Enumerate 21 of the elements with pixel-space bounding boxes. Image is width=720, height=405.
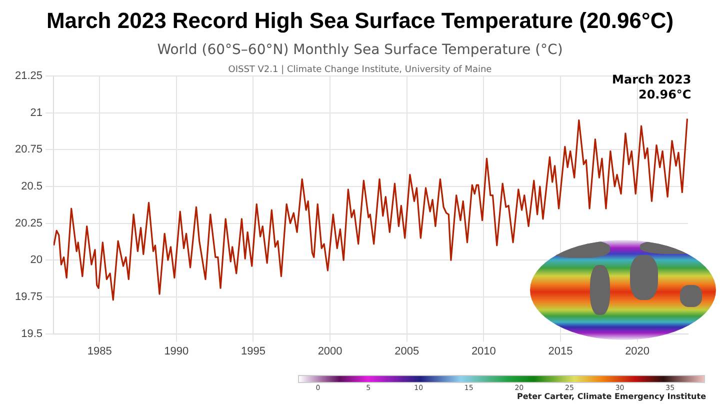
y-tick-label: 19.75: [14, 291, 43, 304]
y-tick-label: 19.5: [21, 328, 43, 340]
text: OISST V2.1 | Climate Change Institute, University of Maine: [228, 65, 492, 75]
x-tick-label: 1985: [87, 345, 112, 358]
y-tick-label: 21.25: [14, 70, 43, 82]
y-tick-label: 20.75: [14, 144, 43, 156]
x-tick-label: 2000: [318, 345, 342, 358]
chart-title: March 2023 Record High Sea Surface Temperature (20.96°C): [45, 8, 675, 34]
y-tick-label: 20.5: [21, 180, 43, 193]
x-tick-label: 1995: [241, 345, 266, 358]
annotation: March 2023 20.96°C: [612, 72, 692, 102]
x-tick-label: 2005: [394, 345, 420, 358]
text: Peter Carter, Climate Emergency Institute: [517, 392, 706, 401]
x-tick-label: 2015: [548, 345, 573, 358]
x-tick-label: 2010: [471, 345, 496, 358]
y-tick-label: 20: [30, 254, 43, 266]
x-tick-label: 1990: [164, 345, 189, 358]
x-tick-label: 2020: [625, 345, 650, 358]
chart-subtitle: World (60°S–60°N) Monthly Sea Surface Temperature (°C): [156, 42, 564, 58]
y-tick-label: 20.25: [14, 217, 43, 230]
y-tick-label: 21: [30, 106, 43, 119]
